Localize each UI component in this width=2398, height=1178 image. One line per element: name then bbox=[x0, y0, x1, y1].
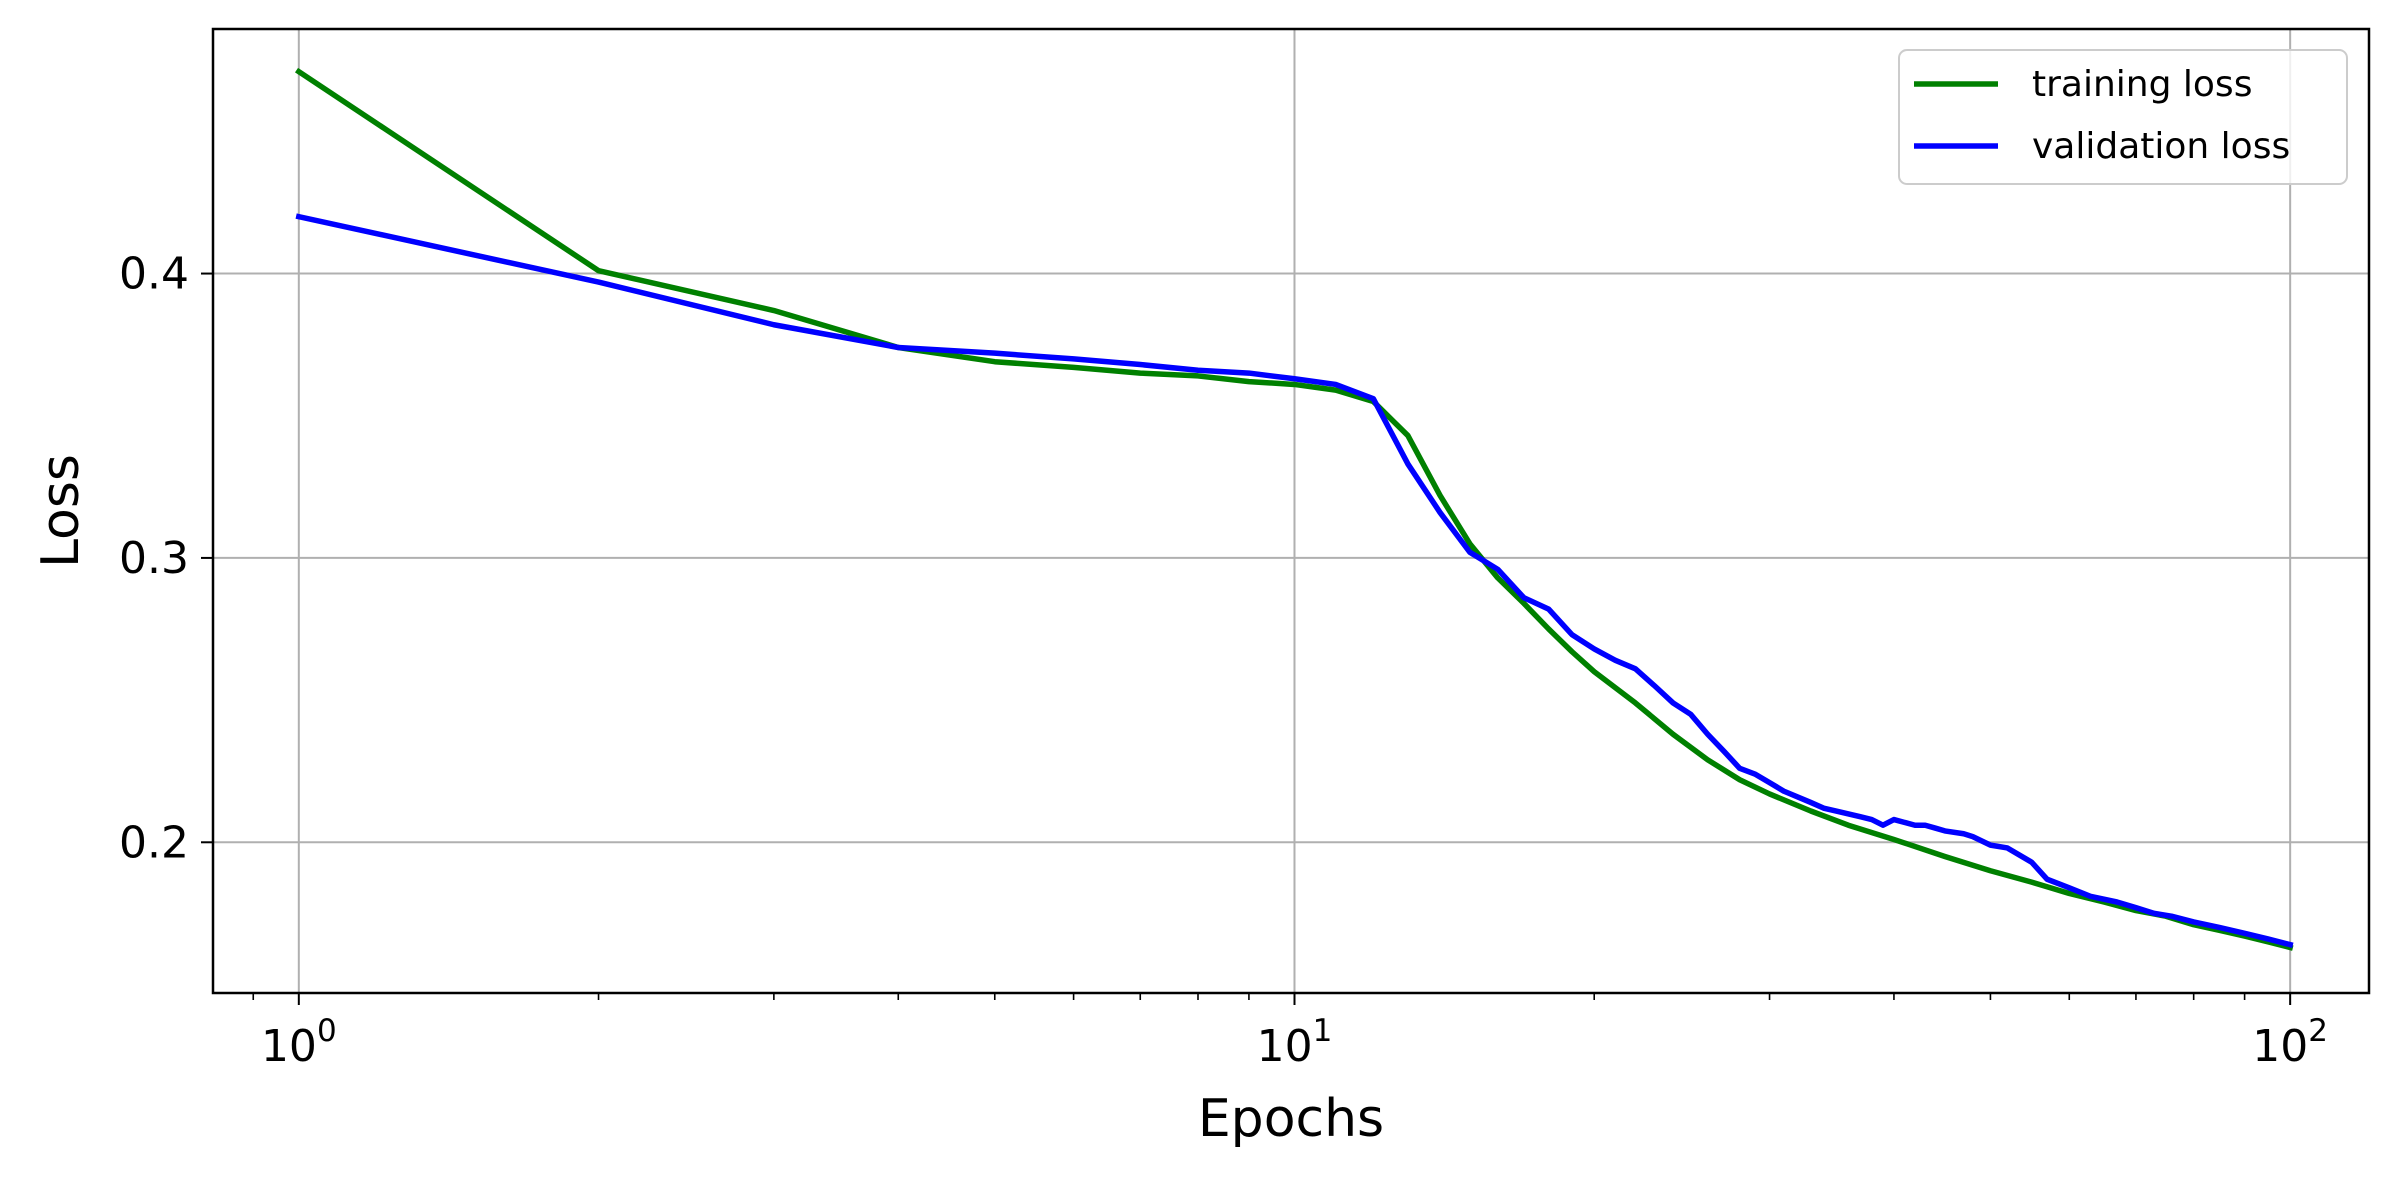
series-lines bbox=[294, 67, 2294, 951]
series-line-validation-loss bbox=[295, 213, 2294, 949]
x-tick-label-base: 10 bbox=[261, 1021, 317, 1072]
grid bbox=[213, 29, 2369, 993]
x-tick-label-exponent: 1 bbox=[1313, 1013, 1333, 1049]
x-tick-label: 101 bbox=[1257, 1013, 1333, 1072]
x-tick-label: 102 bbox=[2252, 1013, 2328, 1072]
plot-frame bbox=[211, 27, 2371, 995]
x-tick-label: 100 bbox=[261, 1013, 337, 1072]
series-line-training-loss bbox=[294, 67, 2294, 951]
y-axis-title: Loss bbox=[31, 454, 91, 568]
legend-label: validation loss bbox=[2032, 126, 2290, 167]
x-axis-title: Epochs bbox=[1198, 1089, 1384, 1149]
legend: training loss validation loss bbox=[1898, 49, 2348, 185]
legend-box bbox=[1898, 49, 2348, 185]
y-tick-label: 0.2 bbox=[119, 817, 189, 868]
y-tick-label: 0.3 bbox=[119, 533, 189, 584]
y-tick-label: 0.4 bbox=[119, 249, 189, 300]
x-tick-label-exponent: 0 bbox=[317, 1013, 337, 1049]
x-tick-label-base: 10 bbox=[2252, 1021, 2308, 1072]
legend-label: training loss bbox=[2032, 64, 2252, 105]
x-tick-label-base: 10 bbox=[1257, 1021, 1313, 1072]
x-tick-label-exponent: 2 bbox=[2308, 1013, 2328, 1049]
